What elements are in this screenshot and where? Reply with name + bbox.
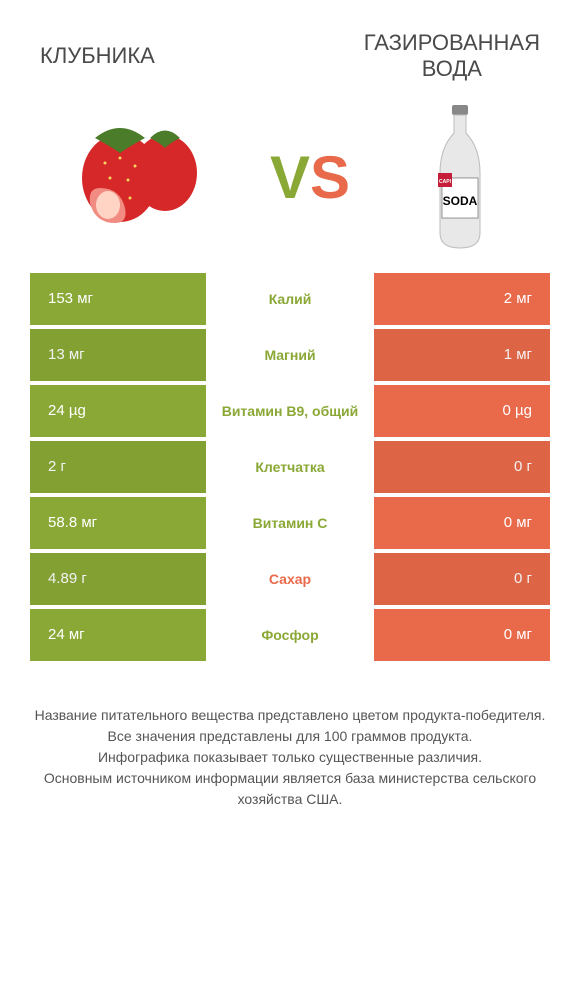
- nutrient-label: Калий: [206, 273, 374, 325]
- title-right: ГАЗИРОВАННАЯ ВОДА: [364, 30, 540, 83]
- header: КЛУБНИКА ГАЗИРОВАННАЯ ВОДА: [0, 0, 580, 93]
- title-right-line2: ВОДА: [364, 56, 540, 82]
- value-right: 0 г: [374, 441, 550, 493]
- nutrient-label: Магний: [206, 329, 374, 381]
- svg-text:SODA: SODA: [443, 194, 478, 208]
- value-left: 24 мг: [30, 609, 206, 661]
- value-left: 2 г: [30, 441, 206, 493]
- value-right: 0 г: [374, 553, 550, 605]
- footer-line2: Все значения представлены для 100 граммо…: [30, 726, 550, 747]
- table-row: 24 мгФосфор0 мг: [30, 609, 550, 661]
- nutrient-label: Клетчатка: [206, 441, 374, 493]
- nutrient-label: Фосфор: [206, 609, 374, 661]
- footer-notes: Название питательного вещества представл…: [0, 665, 580, 830]
- value-left: 58.8 мг: [30, 497, 206, 549]
- table-row: 13 мгМагний1 мг: [30, 329, 550, 381]
- title-right-line1: ГАЗИРОВАННАЯ: [364, 30, 540, 56]
- footer-line4: Основным источником информации является …: [30, 768, 550, 810]
- table-row: 58.8 мгВитамин C0 мг: [30, 497, 550, 549]
- table-row: 2 гКлетчатка0 г: [30, 441, 550, 493]
- value-right: 0 мг: [374, 609, 550, 661]
- nutrient-label: Витамин C: [206, 497, 374, 549]
- footer-line3: Инфографика показывает только существенн…: [30, 747, 550, 768]
- footer-line1: Название питательного вещества представл…: [30, 705, 550, 726]
- value-right: 1 мг: [374, 329, 550, 381]
- table-row: 24 µgВитамин B9, общий0 µg: [30, 385, 550, 437]
- nutrient-label: Витамин B9, общий: [206, 385, 374, 437]
- comparison-table: 153 мгКалий2 мг13 мгМагний1 мг24 µgВитам…: [0, 273, 580, 661]
- strawberry-image: [70, 118, 210, 238]
- value-left: 13 мг: [30, 329, 206, 381]
- vs-s: S: [310, 144, 350, 211]
- images-row: VS CAPI SODA: [0, 93, 580, 273]
- nutrient-label: Сахар: [206, 553, 374, 605]
- value-right: 0 мг: [374, 497, 550, 549]
- title-left: КЛУБНИКА: [40, 43, 155, 69]
- value-left: 4.89 г: [30, 553, 206, 605]
- table-row: 4.89 гСахар0 г: [30, 553, 550, 605]
- value-left: 24 µg: [30, 385, 206, 437]
- svg-text:CAPI: CAPI: [439, 179, 452, 185]
- bottle-image: CAPI SODA: [410, 103, 510, 253]
- value-left: 153 мг: [30, 273, 206, 325]
- value-right: 0 µg: [374, 385, 550, 437]
- vs-label: VS: [270, 143, 350, 212]
- table-row: 153 мгКалий2 мг: [30, 273, 550, 325]
- value-right: 2 мг: [374, 273, 550, 325]
- vs-v: V: [270, 144, 310, 211]
